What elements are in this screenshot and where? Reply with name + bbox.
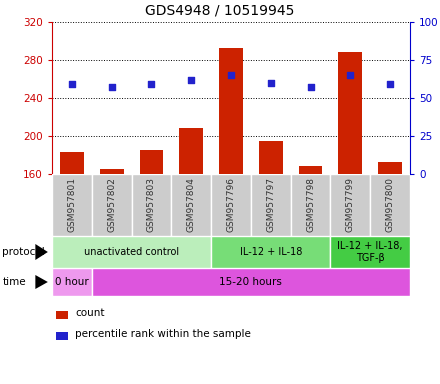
- Bar: [251, 174, 291, 236]
- Text: GSM957800: GSM957800: [385, 177, 395, 232]
- Bar: [52, 174, 92, 236]
- Bar: [55, 311, 68, 319]
- Text: GSM957803: GSM957803: [147, 177, 156, 232]
- Point: [108, 84, 115, 91]
- Text: GDS4948 / 10519945: GDS4948 / 10519945: [145, 4, 295, 18]
- Point: [307, 84, 314, 91]
- Text: GSM957796: GSM957796: [227, 177, 235, 232]
- Text: GSM957799: GSM957799: [346, 177, 355, 232]
- Text: GSM957801: GSM957801: [67, 177, 77, 232]
- Bar: [55, 331, 68, 340]
- Bar: [132, 174, 171, 236]
- Bar: [92, 174, 132, 236]
- Point: [148, 81, 155, 88]
- Bar: [211, 174, 251, 236]
- Bar: [219, 48, 243, 174]
- Point: [267, 80, 274, 86]
- Text: protocol: protocol: [2, 247, 45, 257]
- Text: 15-20 hours: 15-20 hours: [220, 277, 282, 287]
- Bar: [60, 152, 84, 174]
- Polygon shape: [35, 244, 48, 260]
- Text: GSM957804: GSM957804: [187, 177, 196, 232]
- Point: [227, 72, 235, 78]
- Bar: [291, 174, 330, 236]
- Bar: [139, 150, 163, 174]
- Bar: [92, 268, 410, 296]
- Polygon shape: [35, 275, 48, 289]
- Text: GSM957802: GSM957802: [107, 177, 116, 232]
- Bar: [299, 166, 323, 174]
- Point: [68, 81, 75, 88]
- Text: GSM957798: GSM957798: [306, 177, 315, 232]
- Text: count: count: [75, 308, 105, 318]
- Bar: [52, 268, 92, 296]
- Bar: [378, 162, 402, 174]
- Bar: [330, 236, 410, 268]
- Bar: [370, 174, 410, 236]
- Text: time: time: [2, 277, 26, 287]
- Bar: [179, 128, 203, 174]
- Bar: [171, 174, 211, 236]
- Bar: [211, 236, 330, 268]
- Bar: [259, 141, 283, 174]
- Point: [188, 77, 195, 83]
- Text: IL-12 + IL-18,
TGF-β: IL-12 + IL-18, TGF-β: [337, 241, 403, 263]
- Point: [387, 81, 394, 88]
- Bar: [52, 236, 211, 268]
- Text: IL-12 + IL-18: IL-12 + IL-18: [240, 247, 302, 257]
- Bar: [100, 169, 124, 174]
- Bar: [330, 174, 370, 236]
- Text: unactivated control: unactivated control: [84, 247, 179, 257]
- Text: percentile rank within the sample: percentile rank within the sample: [75, 329, 251, 339]
- Bar: [338, 52, 362, 174]
- Point: [347, 72, 354, 78]
- Text: 0 hour: 0 hour: [55, 277, 89, 287]
- Text: GSM957797: GSM957797: [266, 177, 275, 232]
